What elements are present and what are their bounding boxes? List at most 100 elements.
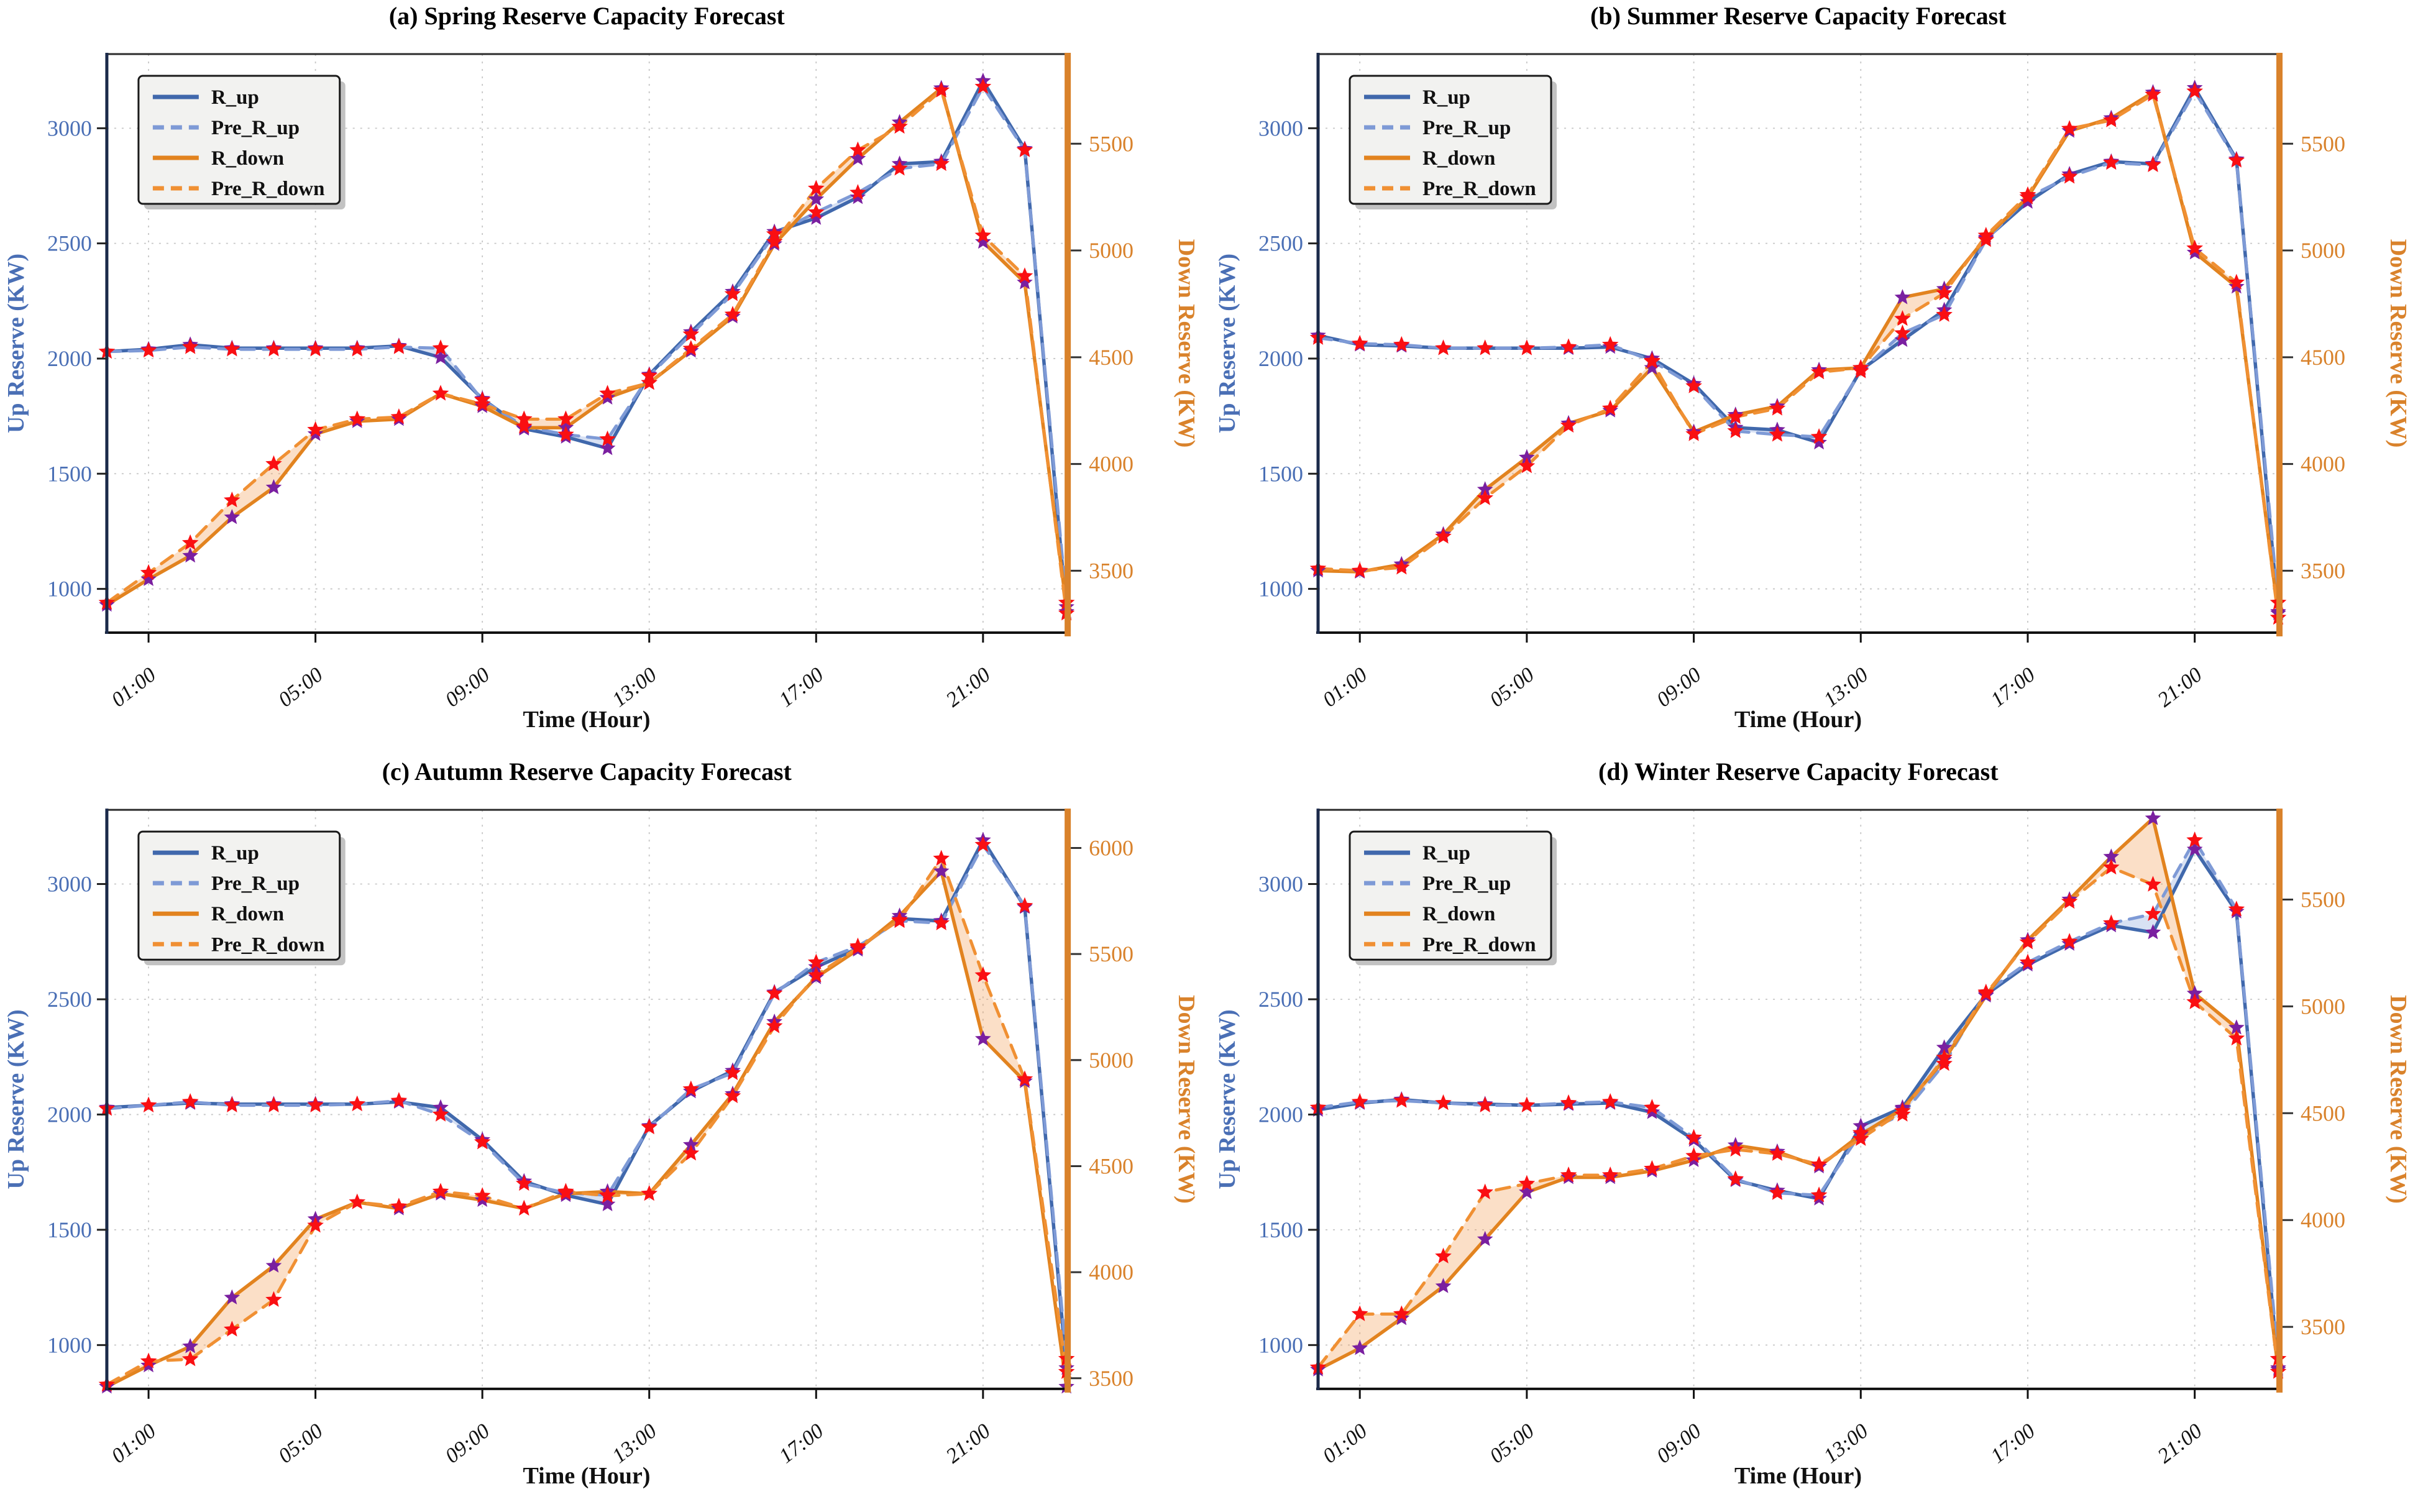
star-marker-Pre_R_down — [724, 1087, 741, 1104]
star-marker-Pre_R_down — [641, 374, 658, 390]
right-y-axis-label: Down Reserve (KW) — [1173, 995, 1199, 1204]
star-marker-R_down — [974, 233, 991, 249]
star-marker-Pre_R_up — [974, 836, 992, 852]
star-marker-Pre_R_up — [599, 430, 616, 446]
star-marker-R_down — [265, 479, 282, 495]
x-tick-label: 01:00 — [1319, 1419, 1372, 1468]
right-tick-label: 3500 — [2301, 1314, 2345, 1339]
markers-predicted — [1309, 83, 2287, 625]
star-marker-Pre_R_down — [349, 1193, 366, 1209]
star-marker-Pre_R_up — [1936, 1055, 1953, 1071]
star-marker-Pre_R_up — [1351, 334, 1368, 351]
star-marker-R_up — [433, 349, 449, 364]
star-marker-Pre_R_down — [1601, 1166, 1619, 1183]
star-marker-Pre_R_up — [1727, 1170, 1744, 1186]
series-line-R_down — [1316, 91, 2280, 615]
star-marker-Pre_R_up — [766, 984, 783, 1001]
right-tick-label: 5500 — [2301, 887, 2345, 912]
series-line-R_down — [105, 86, 1068, 609]
star-marker-R_down — [265, 1257, 282, 1273]
star-marker-Pre_R_up — [1685, 1129, 1702, 1145]
right-tick-label: 3500 — [1089, 1366, 1134, 1391]
series-line-Pre_R_up — [1316, 838, 2280, 1361]
star-marker-Pre_R_up — [682, 326, 700, 342]
star-marker-Pre_R_down — [807, 180, 825, 196]
star-marker-Pre_R_down — [2061, 892, 2078, 909]
star-marker-Pre_R_down — [850, 141, 866, 157]
right-tick-label: 3500 — [2301, 558, 2345, 583]
legend-label-Pre_R_up: Pre_R_up — [1422, 873, 1511, 895]
right-tick-label: 5500 — [1089, 131, 1134, 156]
legend: R_up Pre_R_up R_down Pre_R_down — [1349, 830, 1557, 966]
star-marker-Pre_R_up — [974, 78, 992, 94]
star-marker-R_down — [850, 150, 866, 166]
star-marker-Pre_R_up — [1601, 1093, 1619, 1109]
chart-panel-winter: (d) Winter Reserve Capacity Forecast 100… — [1211, 756, 2423, 1512]
series-line-Pre_R_up — [105, 85, 1068, 605]
left-tick-label: 1000 — [1258, 1332, 1303, 1357]
star-marker-Pre_R_down — [766, 233, 783, 249]
star-marker-Pre_R_down — [1016, 267, 1033, 283]
star-marker-R_down — [1435, 1278, 1452, 1293]
star-marker-Pre_R_up — [1560, 1094, 1577, 1111]
star-marker-Pre_R_down — [224, 1321, 240, 1337]
star-marker-Pre_R_up — [390, 338, 408, 354]
star-marker-Pre_R_down — [891, 117, 908, 134]
left-tick-label: 1500 — [47, 461, 92, 486]
legend: R_up Pre_R_up R_down Pre_R_down — [137, 75, 346, 209]
chart-panel-summer: (b) Summer Reserve Capacity Forecast 100… — [1211, 0, 2423, 756]
star-marker-R_down — [1644, 359, 1660, 375]
left-tick-label: 2500 — [1258, 231, 1303, 256]
x-tick-label: 13:00 — [1820, 663, 1872, 712]
star-marker-R_down — [2228, 1019, 2245, 1035]
star-marker-Pre_R_down — [933, 81, 950, 98]
star-marker-Pre_R_down — [1351, 562, 1368, 578]
star-marker-Pre_R_down — [307, 1217, 324, 1233]
autumn-chart-canvas: 1000 1500 2000 2500 3000 3500 4000 4500 5000 5500… — [3, 809, 1199, 1489]
star-marker-Pre_R_down — [1727, 1140, 1744, 1157]
star-marker-Pre_R_up — [1769, 1184, 1786, 1200]
star-marker-Pre_R_down — [390, 1198, 408, 1214]
star-marker-Pre_R_up — [933, 155, 950, 172]
star-marker-Pre_R_up — [1894, 324, 1911, 341]
star-marker-Pre_R_down — [1393, 1305, 1410, 1321]
left-tick-label: 3000 — [1258, 872, 1303, 897]
star-marker-Pre_R_down — [891, 911, 908, 927]
star-marker-Pre_R_down — [1435, 528, 1452, 544]
legend-label-Pre_R_down: Pre_R_down — [211, 178, 325, 200]
star-marker-R_down — [140, 570, 157, 586]
x-tick-label: 13:00 — [608, 1419, 661, 1468]
star-marker-Pre_R_up — [850, 184, 866, 200]
star-marker-Pre_R_down — [1016, 1070, 1033, 1086]
star-marker-Pre_R_up — [724, 1064, 741, 1081]
star-marker-Pre_R_down — [850, 938, 866, 955]
star-marker-Pre_R_up — [891, 160, 908, 176]
star-marker-R_down — [683, 1136, 699, 1152]
star-marker-Pre_R_down — [1894, 310, 1911, 326]
star-marker-R_down — [1017, 274, 1033, 290]
star-marker-Pre_R_down — [224, 492, 240, 508]
star-marker-Pre_R_up — [1810, 428, 1828, 444]
star-marker-Pre_R_down — [2103, 111, 2120, 127]
x-tick-label: 01:00 — [108, 1419, 160, 1468]
star-marker-Pre_R_up — [265, 341, 282, 357]
legend-label-R_up: R_up — [211, 86, 259, 109]
x-tick-label: 21:00 — [942, 1419, 995, 1468]
legend-label-R_up: R_up — [211, 842, 259, 864]
x-tick-label: 17:00 — [1987, 663, 2040, 712]
star-marker-Pre_R_up — [2228, 152, 2245, 168]
star-marker-Pre_R_down — [1852, 1130, 1869, 1146]
left-tick-label: 1000 — [1258, 577, 1303, 602]
star-marker-Pre_R_down — [682, 340, 700, 356]
right-tick-label: 4500 — [1089, 1153, 1134, 1178]
right-tick-label: 4000 — [2301, 1207, 2345, 1232]
star-marker-R_down — [1519, 449, 1535, 465]
star-marker-Pre_R_up — [1810, 1186, 1828, 1203]
chart-panel-autumn: (c) Autumn Reserve Capacity Forecast 100… — [0, 756, 1211, 1512]
left-tick-label: 3000 — [47, 871, 92, 896]
star-marker-Pre_R_up — [432, 339, 449, 355]
x-tick-label: 17:00 — [1987, 1419, 2040, 1468]
star-marker-R_down — [1352, 1339, 1368, 1355]
star-marker-Pre_R_up — [2145, 905, 2161, 922]
